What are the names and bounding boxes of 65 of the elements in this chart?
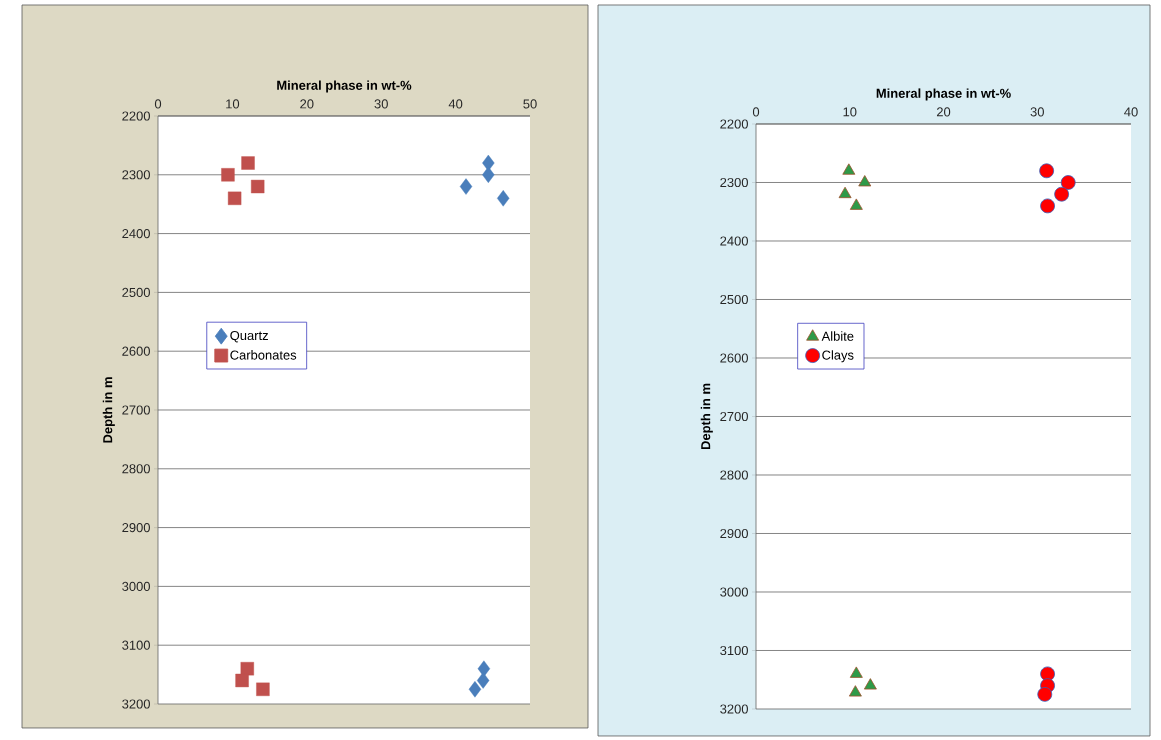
- point: [842, 163, 856, 175]
- x-tick-label: 40: [1124, 107, 1138, 117]
- y-tick-label: 2200: [122, 111, 150, 121]
- y-tick-label: 2300: [122, 170, 150, 180]
- point: [241, 156, 255, 170]
- y-tick-label: 2600: [720, 353, 748, 363]
- point: [482, 166, 495, 183]
- point: [251, 179, 265, 194]
- x-axis-title: Mineral phase in wt-%: [876, 88, 1011, 101]
- point: [468, 681, 482, 698]
- point: [240, 662, 254, 676]
- x-tick-label: 0: [752, 107, 760, 117]
- y-tick-label: 2400: [122, 229, 150, 239]
- x-tick-label: 0: [154, 99, 162, 109]
- legend-label: Quartz: [230, 330, 268, 343]
- y-tick-label: 2700: [122, 405, 150, 415]
- legend-label: Carbonates: [230, 350, 297, 360]
- y-tick-label: 2400: [720, 236, 748, 246]
- point: [1039, 163, 1055, 179]
- y-tick-label: 3200: [720, 704, 748, 714]
- x-tick-label: 10: [843, 107, 857, 117]
- y-tick-label: 2500: [122, 287, 150, 297]
- x-tick-label: 20: [300, 99, 314, 109]
- point: [235, 673, 249, 688]
- y-tick-label: 2800: [720, 470, 748, 480]
- point: [497, 190, 510, 207]
- x-tick-label: 50: [523, 99, 537, 109]
- x-tick-label: 30: [374, 99, 388, 109]
- point: [838, 186, 852, 199]
- x-tick-label: 30: [1030, 107, 1044, 117]
- y-tick-label: 2300: [720, 177, 748, 188]
- y-tick-label: 2800: [122, 464, 150, 474]
- point: [1060, 175, 1076, 190]
- point: [227, 191, 242, 205]
- point: [848, 685, 862, 697]
- point: [858, 175, 872, 187]
- y-tick-label: 3000: [122, 581, 150, 591]
- point: [476, 672, 490, 689]
- y-tick-label: 2600: [122, 346, 150, 356]
- y-tick-label: 2900: [122, 523, 150, 533]
- point: [849, 666, 863, 678]
- y-tick-label: 3100: [720, 645, 748, 656]
- point: [1040, 198, 1055, 214]
- y-axis-title: Depth in m: [102, 377, 115, 443]
- point: [1054, 186, 1070, 202]
- point: [256, 682, 270, 696]
- y-tick-label: 2700: [720, 411, 748, 422]
- y-tick-label: 3200: [122, 699, 150, 709]
- legend-label: Albite: [821, 331, 854, 341]
- point: [221, 168, 235, 182]
- point: [1037, 686, 1053, 702]
- point: [863, 678, 877, 690]
- x-tick-label: 40: [448, 99, 463, 109]
- x-tick-label: 20: [936, 107, 951, 117]
- y-tick-label: 2200: [720, 119, 748, 129]
- y-tick-label: 3000: [720, 587, 748, 597]
- point: [849, 198, 863, 210]
- x-tick-label: 10: [226, 99, 240, 109]
- y-axis-title: Depth in m: [700, 383, 713, 450]
- x-axis-title: Mineral phase in wt-%: [277, 80, 412, 93]
- y-tick-label: 3100: [122, 640, 150, 650]
- legend-label: Clays: [822, 350, 854, 363]
- point: [459, 178, 473, 195]
- y-tick-label: 2900: [720, 528, 748, 539]
- y-tick-label: 2500: [720, 294, 748, 305]
